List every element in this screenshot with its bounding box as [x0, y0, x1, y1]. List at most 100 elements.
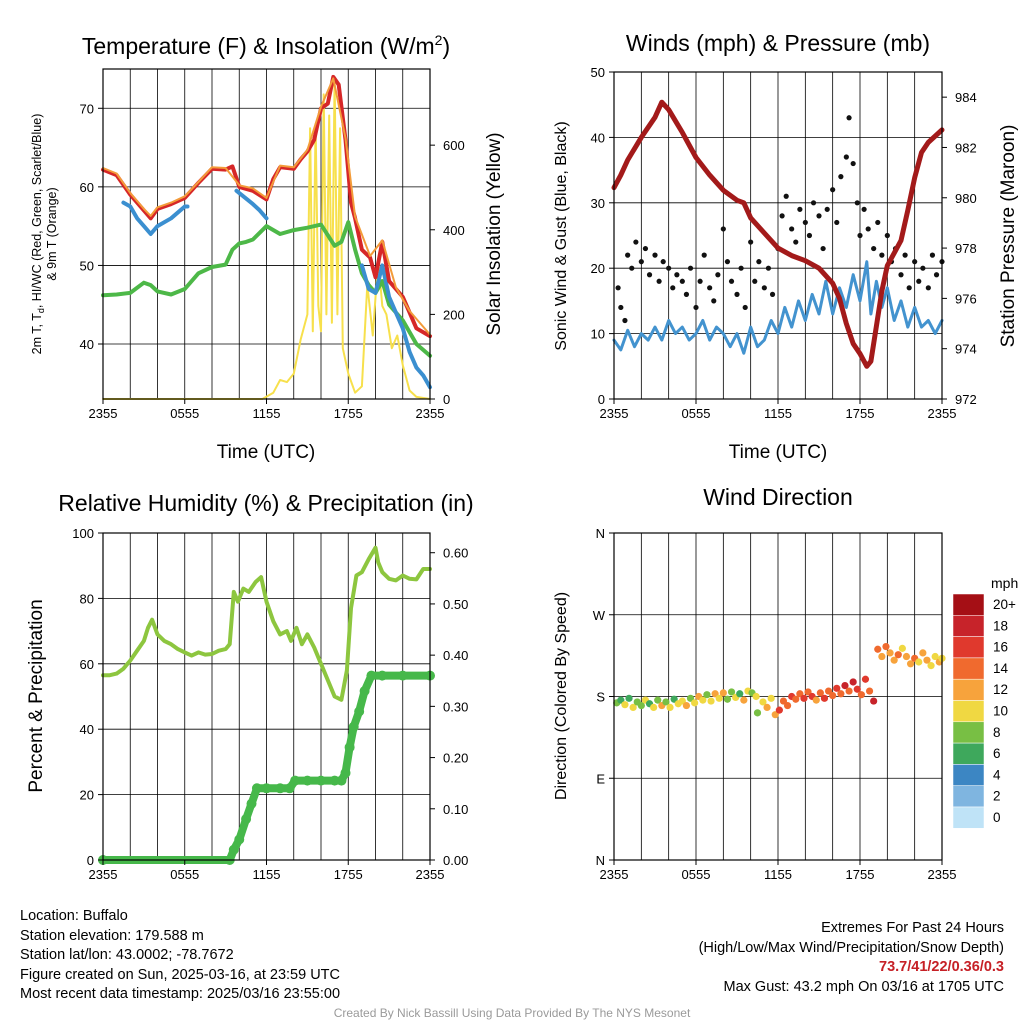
precipitation-point [397, 670, 408, 681]
speed-legend-swatch [952, 721, 985, 744]
direction-point [719, 689, 727, 697]
gust-point [646, 272, 653, 278]
direction-point [727, 688, 736, 696]
x-tick-label: 2355 [416, 867, 445, 882]
humidity-line [101, 545, 432, 702]
precipitation-point [344, 742, 355, 753]
direction-point [625, 694, 633, 702]
precipitation-point [251, 783, 262, 794]
x-tick-label: 0555 [682, 867, 711, 882]
gust-point [738, 265, 744, 271]
precipitation-point [316, 775, 326, 786]
speed-legend-label: 10 [993, 704, 1008, 719]
gust-point [898, 272, 904, 278]
humidity-panel: Relative Humidity (%) & Precipitation (i… [26, 490, 474, 882]
direction-point [833, 684, 841, 692]
speed-legend-label: 8 [993, 725, 1001, 740]
gust-point [779, 213, 785, 219]
direction-grid [614, 533, 942, 860]
gust-point [652, 252, 658, 258]
gust-point [810, 200, 817, 206]
winds-x-label: Time (UTC) [729, 442, 828, 463]
gust-point [884, 232, 890, 239]
x-tick-label: 2355 [928, 867, 957, 882]
direction-point [666, 703, 674, 712]
direction-point [820, 694, 829, 702]
precipitation-point [340, 767, 351, 778]
gust-point [802, 219, 808, 226]
direction-point [740, 696, 748, 704]
max-gust: Max Gust: 43.2 mph On 03/16 at 1705 UTC [723, 978, 1004, 995]
y-tick-label: 0 [598, 392, 605, 407]
recent-timestamp: Most recent data timestamp: 2025/03/16 2… [20, 986, 341, 1002]
precipitation-point [234, 834, 245, 845]
speed-legend: 20+ 18 16 14 12 10 8 6 4 2 0 [952, 593, 1016, 829]
direction-point [898, 644, 906, 652]
gust-point [838, 174, 844, 180]
gust-point [929, 252, 936, 258]
speed-legend-unit: mph [991, 575, 1018, 591]
temperature-series [101, 74, 432, 400]
temperature-series-line [121, 200, 190, 236]
direction-point [878, 652, 886, 661]
precipitation-point [241, 814, 252, 825]
humidity-tick-labels: 2355 0555 1155 1755 23550204060801000.000.10… [72, 526, 468, 882]
gust-point [843, 154, 849, 160]
y-right-tick-label: 982 [955, 140, 977, 155]
speed-legend-label: 16 [993, 640, 1008, 655]
y-tick-label: 50 [80, 258, 94, 273]
gust-point [789, 226, 795, 232]
direction-point [874, 645, 882, 653]
y-right-tick-label: 0.30 [443, 699, 468, 714]
x-tick-label: 1155 [253, 867, 281, 882]
precipitation-point [354, 706, 365, 717]
speed-legend-label: 20+ [993, 597, 1016, 612]
precipitation-point [246, 798, 257, 809]
gust-point [656, 278, 662, 284]
direction-point [650, 703, 658, 712]
x-tick-label: 0555 [170, 406, 199, 421]
precipitation-point [228, 844, 239, 855]
precipitation-point [377, 670, 388, 681]
direction-point [829, 691, 837, 700]
direction-point [845, 687, 853, 695]
direction-point [654, 696, 662, 704]
winds-series [611, 99, 945, 369]
direction-point [882, 642, 890, 651]
y-right-tick-label: 400 [443, 223, 465, 238]
humidity-series [98, 545, 435, 865]
gust-point [638, 259, 644, 265]
y-right-tick-label: 972 [955, 392, 977, 407]
temperature-y-label-left: 2m T, Td, HI/WC (Red, Green, Scarlet/Blu… [30, 114, 46, 355]
y-tick-label: 80 [80, 591, 94, 606]
gust-point [748, 239, 754, 245]
speed-legend-swatch [952, 806, 985, 829]
direction-point [621, 701, 629, 709]
direction-point [792, 695, 800, 703]
y-tick-label: 40 [591, 130, 605, 145]
gust-point [769, 291, 776, 297]
x-tick-label: 1755 [846, 406, 875, 421]
y-right-tick-label: 0.20 [443, 751, 468, 766]
x-tick-label: 0555 [682, 406, 711, 421]
gust-point [912, 259, 918, 265]
direction-point [906, 660, 915, 668]
figure-created: Figure created on Sun, 2025-03-16, at 23… [20, 966, 340, 983]
y-right-tick-label: 200 [443, 307, 465, 322]
direction-point [682, 701, 691, 710]
gust-point [854, 200, 860, 206]
y-tick-label: 0 [87, 853, 94, 868]
direction-point [752, 692, 760, 701]
speed-legend-label: 4 [993, 767, 1001, 782]
speed-legend-swatch [952, 785, 985, 808]
direction-point [715, 694, 723, 702]
gust-point [850, 160, 856, 167]
speed-legend-swatch [952, 764, 985, 786]
gust-point [902, 252, 908, 258]
gust-point [679, 278, 685, 284]
y-right-tick-label: 0.50 [443, 597, 468, 612]
gust-point [615, 285, 621, 291]
direction-point [837, 690, 845, 698]
direction-point [775, 706, 783, 714]
speed-legend-swatch [952, 657, 985, 680]
